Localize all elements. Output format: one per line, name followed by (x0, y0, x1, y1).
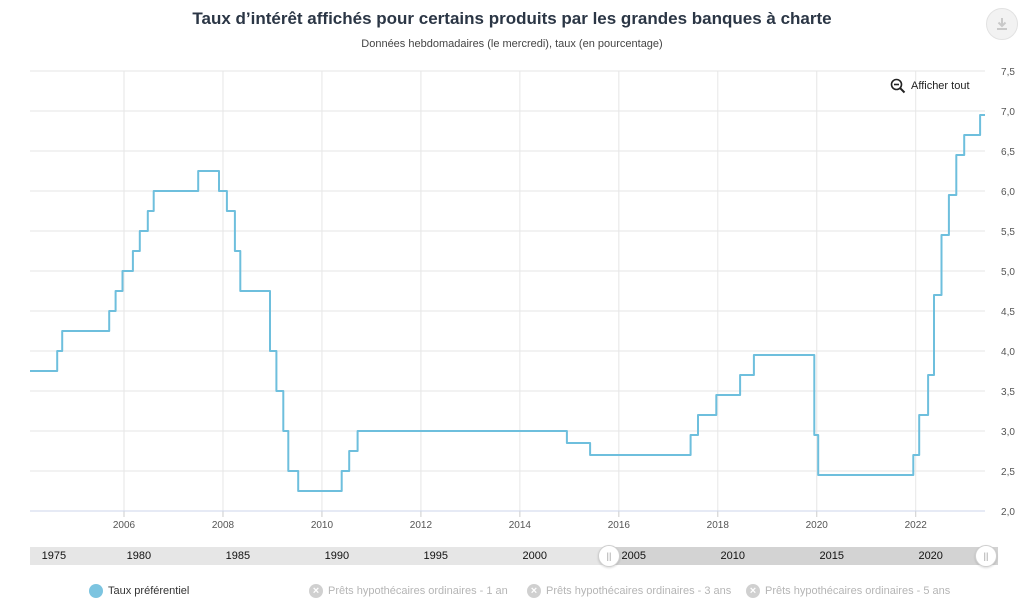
navigator-year-label: 2020 (918, 550, 943, 562)
legend-item-pret-3-ans[interactable]: × Prêts hypothécaires ordinaires - 3 ans (527, 584, 731, 598)
navigator-year-label: 1995 (423, 550, 449, 562)
navigator-selection[interactable] (30, 547, 610, 565)
series-line-taux-preferentiel (30, 114, 985, 492)
y-tick-label: 3,5 (1001, 387, 1015, 398)
chart-subtitle: Données hebdomadaires (le mercredi), tau… (361, 38, 663, 50)
navigator-year-label: 2005 (621, 550, 646, 562)
x-tick-label: 2006 (113, 520, 136, 531)
show-all-label: Afficher tout (911, 80, 970, 92)
legend-item-taux-preferentiel[interactable]: Taux préférentiel (89, 584, 189, 598)
close-icon: × (309, 584, 323, 598)
x-tick-label: 2008 (212, 520, 235, 531)
navigator-year-label: 2000 (522, 550, 548, 562)
y-tick-label: 2,5 (1001, 467, 1015, 478)
navigator-right-handle[interactable]: || (975, 545, 997, 567)
x-tick-label: 2012 (410, 520, 433, 531)
series-marker-icon (89, 584, 103, 598)
navigator-year-label: 2015 (819, 550, 844, 562)
navigator-year-label: 2010 (720, 550, 745, 562)
legend-label: Prêts hypothécaires ordinaires - 1 an (328, 585, 508, 597)
download-button[interactable] (986, 8, 1018, 40)
navigator-left-handle[interactable]: || (598, 545, 620, 567)
navigator-year-label: 1990 (324, 550, 350, 562)
y-tick-label: 4,5 (1001, 307, 1015, 318)
navigator-year-label: 1975 (41, 550, 67, 562)
zoom-out-icon (890, 78, 906, 94)
y-tick-label: 7,0 (1001, 107, 1015, 118)
range-navigator[interactable]: 1975 1980 1985 1990 1995 2000 2005 2010 2015 2020 (30, 547, 998, 565)
y-tick-label: 5,0 (1001, 267, 1015, 278)
y-tick-label: 2,0 (1001, 507, 1015, 518)
y-tick-label: 3,0 (1001, 427, 1015, 438)
close-icon: × (527, 584, 541, 598)
x-tick-label: 2010 (311, 520, 334, 531)
legend-label: Prêts hypothécaires ordinaires - 5 ans (765, 585, 951, 597)
navigator-year-label: 1980 (126, 550, 152, 562)
chart-title: Taux d’intérêt affichés pour certains pr… (192, 9, 832, 28)
x-tick-label: 2016 (608, 520, 631, 531)
navigator-year-label: 1985 (225, 550, 251, 562)
legend: Taux préférentiel × Prêts hypothécaires … (0, 584, 1024, 602)
x-tick-label: 2022 (905, 520, 928, 531)
x-tick-label: 2020 (806, 520, 829, 531)
x-tick-label: 2014 (509, 520, 532, 531)
close-icon: × (746, 584, 760, 598)
y-tick-label: 5,5 (1001, 227, 1015, 238)
y-tick-label: 7,5 (1001, 67, 1015, 78)
y-tick-label: 6,0 (1001, 187, 1015, 198)
download-icon (997, 18, 1007, 30)
legend-item-pret-5-ans[interactable]: × Prêts hypothécaires ordinaires - 5 ans (746, 584, 950, 598)
x-tick-label: 2018 (707, 520, 730, 531)
show-all-button[interactable]: Afficher tout (890, 78, 970, 94)
y-tick-label: 4,0 (1001, 347, 1015, 358)
y-tick-label: 6,5 (1001, 147, 1015, 158)
legend-label: Prêts hypothécaires ordinaires - 3 ans (546, 585, 732, 597)
legend-label: Taux préférentiel (108, 585, 190, 597)
legend-item-pret-1-an[interactable]: × Prêts hypothécaires ordinaires - 1 an (309, 584, 508, 598)
